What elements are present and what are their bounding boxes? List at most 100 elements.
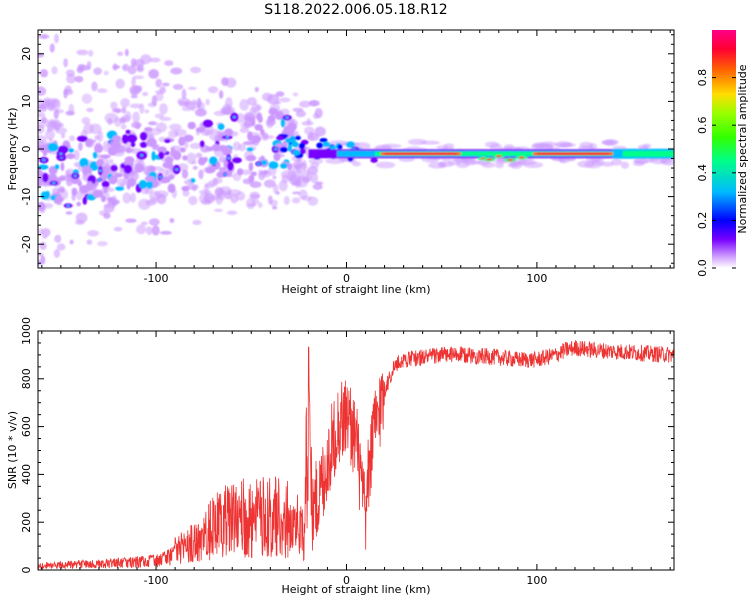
spectrogram-cell — [294, 163, 308, 170]
spectrogram-cell — [123, 164, 133, 174]
spectrogram-cell — [211, 159, 215, 162]
spectrogram-cell — [148, 183, 152, 186]
spectrogram-cell — [155, 92, 164, 102]
spectrogram-cell — [310, 172, 319, 184]
spectrogram-cell — [292, 149, 301, 156]
spectrogram-cell — [290, 118, 295, 124]
spectrogram-cell — [285, 116, 289, 119]
spectrogram-cell — [155, 78, 163, 88]
spectrogram-cell — [40, 191, 49, 200]
spectrogram-cell — [121, 106, 127, 114]
spectrogram-cell — [66, 204, 70, 207]
spectrogram-cell — [262, 161, 266, 164]
spectrogram-cell — [78, 142, 83, 151]
spectrogram-cell — [170, 67, 183, 75]
spectrogram-cell — [191, 179, 195, 182]
spectrogram-cell — [96, 88, 108, 94]
spectrogram-cell — [222, 108, 235, 115]
spectrogram-cell — [634, 158, 653, 164]
spectrogram-cell — [213, 208, 224, 212]
spectrogram-cell — [98, 169, 102, 172]
spectrogram-cell — [159, 103, 168, 115]
spectrogram-cell — [147, 102, 157, 108]
spectrogram-cell — [222, 146, 233, 156]
spectrogram-cell — [82, 161, 86, 165]
snr-ytick-label: 800 — [20, 368, 33, 389]
spectrogram-cell — [170, 147, 176, 157]
spectrogram-cell — [149, 197, 159, 204]
spectrogram-cell — [620, 161, 630, 169]
spectrogram-cell — [120, 163, 126, 169]
spectrogram-cell — [120, 123, 127, 130]
spectrogram-cell — [65, 73, 77, 84]
snr-xtick-label: -100 — [144, 574, 169, 587]
snr-ytick-label: 400 — [20, 464, 33, 485]
spectrogram-cell — [182, 189, 190, 197]
spectrogram-cell — [43, 99, 58, 104]
spectrogram-cell — [140, 54, 152, 65]
spectrogram-cell — [85, 138, 93, 148]
spectrogram-cell — [152, 154, 156, 158]
spectrogram-cell — [110, 101, 118, 110]
spectrogram-cell — [51, 145, 55, 149]
spectrogram-cell — [115, 78, 125, 89]
spectrogram-cell — [144, 109, 150, 114]
spectrogram-cell — [489, 143, 503, 151]
spectrogram-cell — [254, 86, 259, 93]
spectrogram-xlabel: Height of straight line (km) — [281, 283, 430, 296]
spectrogram-cell — [228, 189, 242, 196]
spectrogram-cell — [102, 140, 110, 152]
spectrogram-cell — [164, 138, 171, 144]
spectrogram-cell — [39, 69, 49, 78]
spectrogram-cell — [138, 198, 151, 210]
spectrogram-cell — [110, 164, 118, 172]
spectrogram-cell — [132, 111, 140, 124]
spectrogram-cell — [218, 90, 224, 99]
spectrogram-cell — [198, 189, 212, 195]
colorbar-tick-label: 0.8 — [696, 69, 709, 87]
spectrogram-cell — [115, 186, 125, 191]
spectrogram-cell — [132, 75, 145, 80]
spectrogram-cell — [260, 128, 265, 136]
spectrogram-cell — [216, 171, 226, 178]
spectrogram-cell — [125, 218, 137, 223]
spectrogram-cell — [182, 155, 188, 161]
spectrogram-cell — [147, 165, 156, 172]
spectrogram-cell — [110, 140, 121, 149]
spectrogram-cell — [135, 123, 141, 130]
spectrogram-cell — [60, 188, 65, 193]
spectrogram-ytick-label: 10 — [20, 94, 33, 108]
spectrogram-cell — [81, 117, 91, 125]
snr-ytick-label: 1000 — [20, 317, 33, 345]
spectrogram-cell — [517, 159, 537, 166]
spectrogram-cell — [225, 96, 233, 109]
spectrogram-cell — [226, 169, 233, 177]
spectrogram-cell — [92, 189, 104, 198]
spectrogram-cell — [76, 201, 82, 207]
spectrogram-cell — [201, 199, 212, 206]
colorbar-label: Normalized spectral amplitude — [736, 64, 749, 233]
spectrogram-cell — [113, 226, 123, 232]
spectrogram-cell — [86, 239, 93, 245]
spectrogram-cell — [52, 181, 56, 185]
spectrogram-cell — [495, 155, 502, 158]
spectrogram-cell — [55, 165, 59, 169]
spectrogram-cell — [61, 132, 66, 139]
spectrogram-cell — [279, 146, 288, 153]
spectrogram-cell — [248, 162, 254, 172]
spectrogram-cell — [370, 157, 378, 163]
spectrogram-cell — [292, 92, 299, 97]
spectrogram-line-peak — [384, 152, 457, 155]
spectrogram-cell — [146, 138, 157, 147]
spectrogram-cell — [197, 157, 206, 166]
spectrogram-cell — [88, 49, 94, 57]
spectrogram-cell — [224, 128, 234, 137]
spectrogram-cell — [143, 127, 153, 132]
spectrogram-cell — [579, 141, 593, 149]
spectrogram-cell — [125, 147, 133, 154]
spectrogram-cell — [108, 159, 114, 164]
spectrogram-ylabel: Frequency (Hz) — [6, 108, 19, 191]
spectrogram-cell — [507, 158, 514, 161]
